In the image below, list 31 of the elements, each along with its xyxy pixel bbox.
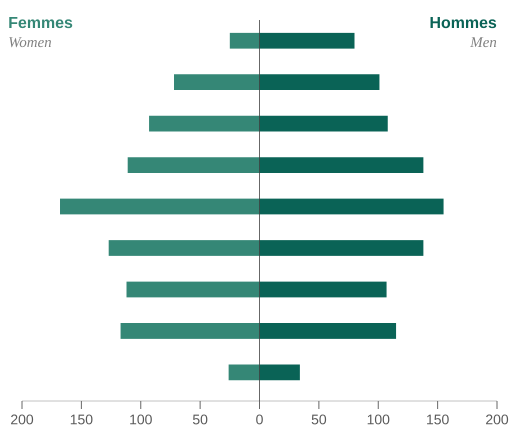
- bar: [149, 116, 260, 132]
- bar: [260, 116, 388, 132]
- bar: [260, 74, 380, 90]
- bar: [120, 323, 260, 339]
- bar: [174, 74, 260, 90]
- bar: [260, 282, 387, 298]
- bar: [60, 198, 260, 214]
- bar: [260, 198, 444, 214]
- annotation: Men: [470, 37, 496, 48]
- bar: [108, 240, 260, 256]
- bar: [260, 364, 300, 380]
- x-tick-label: 200: [486, 414, 508, 424]
- bar: [128, 157, 260, 173]
- x-tick-label: 200: [11, 414, 34, 424]
- x-tick-label: 150: [70, 414, 92, 424]
- bar: [228, 364, 260, 380]
- bar: [260, 323, 396, 339]
- bar: [260, 32, 355, 49]
- x-tick-label: 50: [192, 414, 208, 424]
- bar: [126, 282, 260, 298]
- annotation: Women: [9, 37, 52, 48]
- x-tick-label: 150: [427, 414, 449, 424]
- bar: [260, 240, 424, 256]
- text: Hommes: [430, 17, 496, 28]
- x-tick-label: 50: [312, 414, 326, 424]
- x-tick-label: 100: [368, 414, 390, 424]
- x-tick-label: 100: [130, 414, 152, 424]
- bar: [260, 157, 424, 173]
- text: Femmes: [9, 17, 72, 28]
- x-tick-label: 0: [256, 414, 263, 424]
- bar: [230, 32, 260, 49]
